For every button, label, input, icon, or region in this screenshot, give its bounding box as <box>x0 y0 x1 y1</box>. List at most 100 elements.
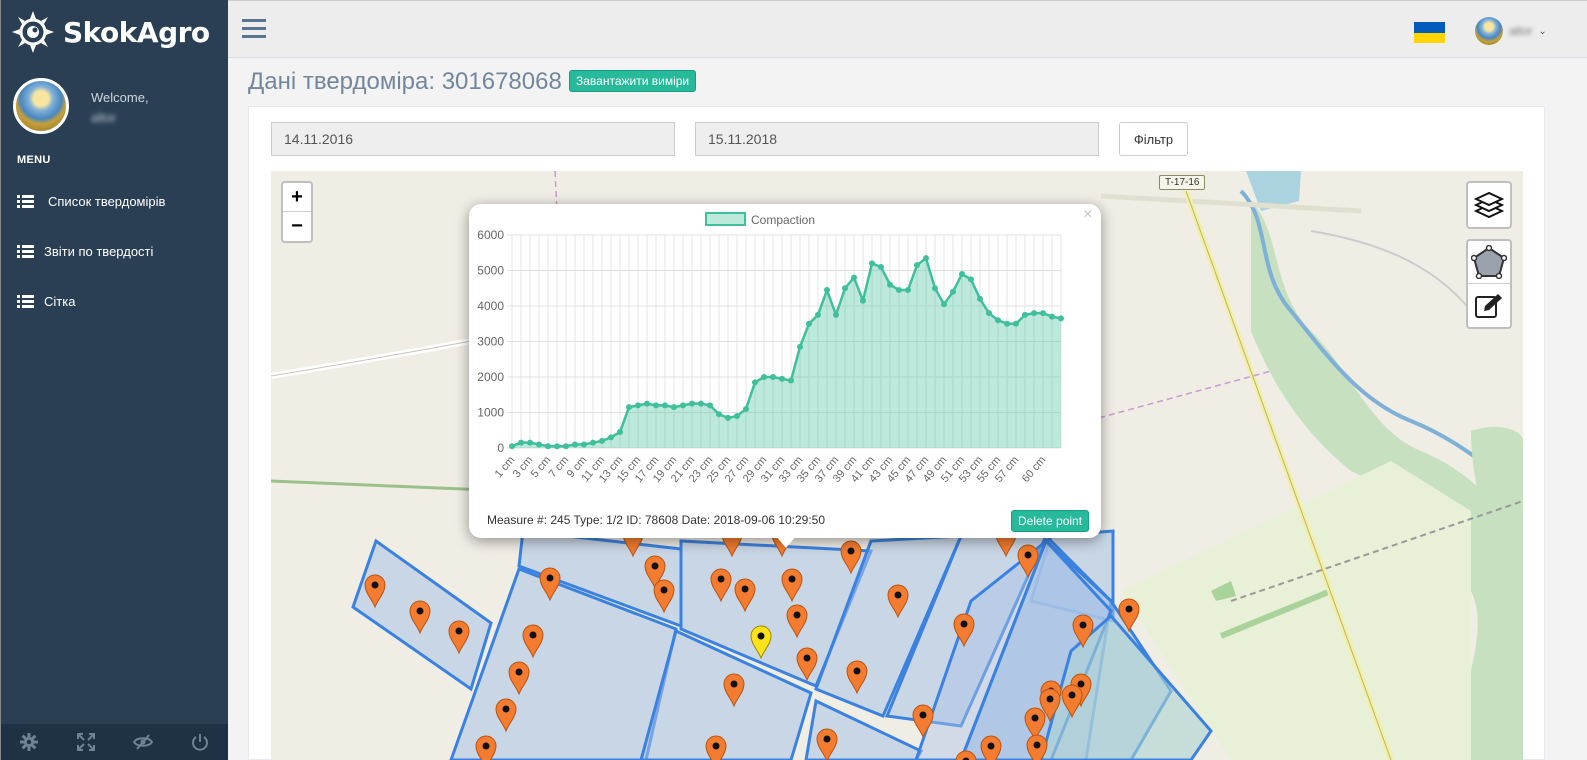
y-tick-label: 3000 <box>477 335 504 349</box>
data-point <box>833 311 839 318</box>
load-measurements-button[interactable]: Завантажити виміри <box>569 70 697 92</box>
data-point <box>959 271 965 278</box>
chart-popup: 0 1000 2000 3000 4000 5000 6000 1 cm 3 cm 5 cm 7 c… <box>469 204 1101 538</box>
data-point <box>743 405 749 412</box>
data-point <box>806 320 812 327</box>
data-point <box>617 429 623 436</box>
date-from-input[interactable]: 14.11.2016 <box>271 122 675 156</box>
hamburger-menu-icon[interactable] <box>242 19 266 39</box>
data-point <box>896 287 902 294</box>
list-icon <box>17 294 34 308</box>
chevron-down-icon: ⌄ <box>1538 25 1547 37</box>
data-point <box>923 255 929 262</box>
sidebar-item-label: Звіти по твердості <box>44 243 154 259</box>
data-point <box>581 441 587 448</box>
data-point <box>941 301 947 308</box>
data-point <box>1058 315 1064 322</box>
data-point <box>905 287 911 294</box>
brand-name: SkokAgro <box>63 15 210 49</box>
measure-info: Measure #: 245 Type: 1/2 ID: 78608 Date:… <box>487 513 826 527</box>
delete-point-button[interactable]: Delete point <box>1011 510 1090 532</box>
data-point <box>770 374 776 380</box>
draw-toolbar <box>1466 239 1512 329</box>
data-point <box>563 443 569 450</box>
data-point <box>842 285 848 292</box>
data-point <box>797 343 803 350</box>
zoom-in-button[interactable]: + <box>283 183 311 212</box>
data-point <box>707 402 713 409</box>
y-tick-label: 6000 <box>477 228 504 242</box>
legend-swatch <box>705 212 746 226</box>
data-point <box>779 375 785 382</box>
data-point <box>572 441 578 448</box>
avatar <box>13 78 69 134</box>
data-point <box>662 402 668 409</box>
zoom-out-button[interactable]: − <box>291 215 303 237</box>
data-point <box>671 404 677 411</box>
logout-button[interactable] <box>180 727 220 757</box>
data-point <box>608 434 614 441</box>
fullscreen-button[interactable] <box>66 727 106 757</box>
draw-polygon-button[interactable] <box>1468 241 1510 285</box>
polygon-draw-icon <box>1471 245 1507 279</box>
power-icon <box>191 734 208 751</box>
data-point <box>932 285 938 292</box>
list-icon <box>17 194 34 208</box>
user-menu[interactable]: altor ⌄ <box>1475 17 1547 45</box>
close-icon[interactable]: × <box>1083 206 1093 223</box>
filter-button[interactable]: Фільтр <box>1119 122 1188 156</box>
data-point <box>725 414 731 421</box>
data-point <box>653 402 659 409</box>
data-point <box>536 441 542 448</box>
legend-label: Compaction <box>751 213 815 227</box>
sidebar-item-hardness-meters[interactable]: Список твердомірів <box>17 190 165 212</box>
y-tick-label: 5000 <box>477 264 504 278</box>
settings-button[interactable] <box>9 727 49 757</box>
layers-icon <box>1474 191 1504 219</box>
data-point <box>761 374 767 380</box>
data-point <box>527 439 533 446</box>
brand-logo[interactable]: SkokAgro <box>11 8 210 56</box>
profile: Welcome, altor <box>13 78 223 138</box>
data-point <box>554 443 560 450</box>
data-point <box>914 262 920 269</box>
edit-layers-button[interactable] <box>1468 284 1510 327</box>
zoom-control: + − <box>281 181 313 243</box>
sidebar-footer <box>1 724 228 760</box>
sidebar-item-hardness-reports[interactable]: Звіти по твердості <box>17 240 153 262</box>
popup-tip <box>776 536 796 548</box>
gear-icon <box>20 733 39 751</box>
data-point <box>878 263 884 270</box>
layers-button[interactable] <box>1466 181 1512 229</box>
data-point <box>545 443 551 450</box>
y-tick-label: 2000 <box>477 370 504 384</box>
user-avatar <box>1475 17 1503 45</box>
x-tick-label: 3 cm <box>511 454 536 480</box>
data-point <box>968 276 974 283</box>
data-point <box>518 439 524 446</box>
data-point <box>626 404 632 411</box>
date-to-input[interactable]: 15.11.2018 <box>695 122 1099 156</box>
data-point <box>995 317 1001 324</box>
data-point <box>1004 320 1010 327</box>
x-tick-label: 60 cm <box>1020 454 1048 485</box>
data-point <box>1031 310 1037 317</box>
top-navbar: altor ⌄ <box>228 0 1587 58</box>
data-point <box>869 260 875 267</box>
eye-slash-icon <box>132 734 153 750</box>
sidebar-item-grid[interactable]: Сітка <box>17 290 75 312</box>
data-point <box>599 437 605 444</box>
data-point <box>734 413 740 420</box>
sidebar-item-label: Сітка <box>44 293 76 309</box>
lock-screen-button[interactable] <box>123 727 163 757</box>
data-point <box>680 402 686 409</box>
page-title: Дані твердоміра: 301678068 <box>248 68 562 95</box>
y-tick-label: 1000 <box>477 406 504 420</box>
data-point <box>851 274 857 281</box>
data-point <box>1013 320 1019 327</box>
ukraine-flag[interactable] <box>1414 22 1445 43</box>
data-point <box>788 377 794 384</box>
data-point <box>860 297 866 304</box>
data-point <box>815 311 821 318</box>
username: altor <box>91 110 117 125</box>
